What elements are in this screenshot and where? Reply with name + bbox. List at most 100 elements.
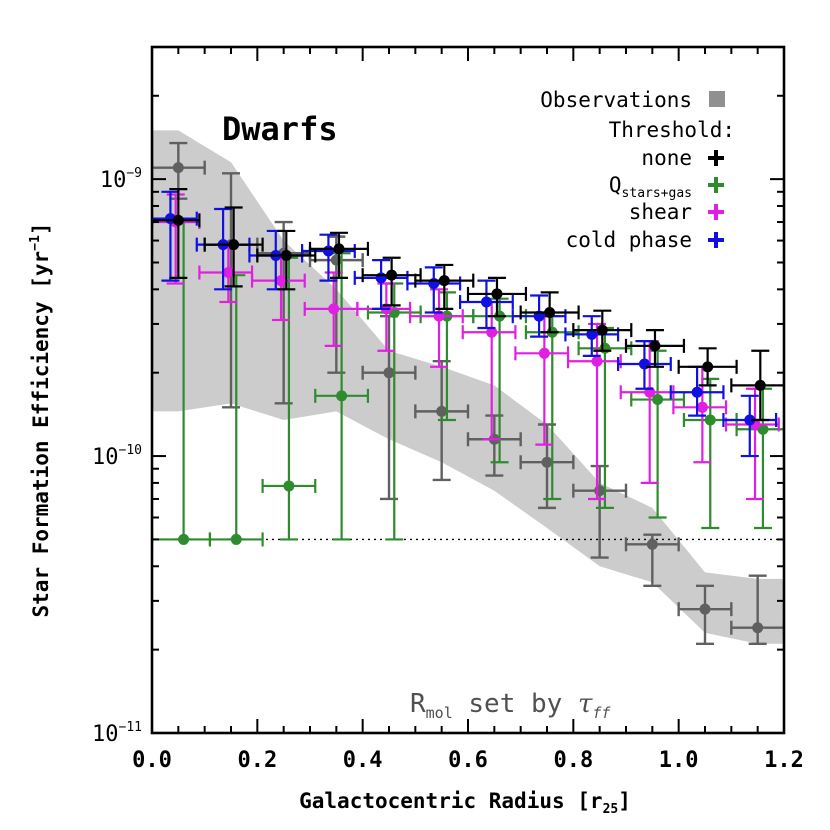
x-tick-label: 1.2 [764,748,804,773]
legend-cold-label: cold phase [566,228,692,252]
data-point-cold [616,340,672,390]
marker-none [702,361,714,373]
series-none [152,188,784,422]
annotation-part: set by [453,689,578,719]
y-tick-exponent: −10 [119,443,142,458]
annotation-part: τ [578,689,593,719]
data-point-none [256,229,317,291]
marker-cold [586,328,598,340]
observation-marker [752,622,764,634]
y-axis-label: Star Formation Efficiency [yr−1] [28,223,53,618]
marker-q [599,342,611,354]
marker-none [333,243,345,255]
x-tick-label: 0.2 [237,748,277,773]
observations-band-layer [152,130,784,644]
legend-shear-marker [708,204,724,220]
x-axis-label-main: Galactocentric Radius [r [299,789,602,813]
y-tick-label: 10−9 [100,166,142,193]
x-tick-label: 1.0 [659,748,699,773]
marker-none [754,379,766,391]
y-tick-exponent: −11 [119,720,142,735]
data-point-none [414,263,475,310]
legend: Observations Threshold: none Qstars+gas … [540,88,735,252]
data-point-none [203,206,264,288]
legend-none-label: none [641,146,692,170]
chart-title: Dwarfs [222,110,338,148]
x-axis-label: Galactocentric Radius [r25] [299,789,631,817]
marker-none [228,239,240,251]
x-tick-label: 0.6 [448,748,488,773]
data-point-cold [459,279,514,330]
x-tick-label: 0.4 [343,748,383,773]
observation-marker [436,405,448,417]
legend-q-main: Q [609,173,622,197]
data-point-none [572,309,633,352]
observation-marker [594,485,606,497]
chart-annotation: Rmol set by τff [410,689,611,722]
legend-q-label: Qstars+gas [609,173,692,201]
annotation-part: ff [592,704,611,722]
observation-point [624,533,680,588]
observation-point [677,584,733,645]
data-point-none [466,276,528,318]
x-tick-label: 0.8 [553,748,593,773]
marker-q [757,423,769,435]
observation-marker [646,538,658,550]
x-axis-label-end: ] [618,789,631,813]
x-tick-label: 0.0 [132,748,172,773]
marker-cold [480,296,492,308]
annotation-part: R [410,689,426,719]
marker-q [178,533,190,545]
marker-cold [322,245,334,257]
legend-none-marker [708,150,724,166]
marker-none [596,324,608,336]
data-point-none [308,231,370,279]
marker-shear [222,267,234,279]
marker-none [280,249,292,261]
data-point-none [519,291,580,334]
observation-marker [699,603,711,615]
marker-q [652,394,664,406]
marker-shear [538,347,550,359]
legend-threshold-label: Threshold: [609,118,735,142]
marker-none [172,214,184,226]
marker-shear [696,401,708,413]
data-point-none [677,347,738,387]
marker-none [544,306,556,318]
observations-band [152,130,784,644]
marker-none [386,269,398,281]
y-axis-label-sup: −1 [28,235,43,251]
marker-q [704,414,716,426]
y-axis-label-main: Star Formation Efficiency [yr [29,251,53,618]
data-point-shear [303,271,359,347]
observation-marker [541,456,553,468]
marker-cold [744,414,756,426]
x-axis-label-sub: 25 [603,802,619,817]
legend-q-marker [708,177,724,193]
observation-point [361,314,417,501]
observation-marker [383,367,395,379]
marker-q [336,390,348,402]
marker-shear [591,355,603,367]
marker-cold [691,386,703,398]
legend-shear-label: shear [629,200,692,224]
y-tick-label: 10−11 [92,720,142,747]
marker-shear [486,326,498,338]
data-point-shear [408,288,464,368]
legend-observations-label: Observations [540,88,692,112]
y-tick-label: 10−10 [92,443,142,470]
legend-observations-swatch [709,91,725,107]
y-tick-exponent: −9 [126,166,142,181]
legend-q-sub: stars+gas [622,186,692,201]
marker-none [438,275,450,287]
y-tick-mantissa: 10 [92,722,119,747]
legend-cold-marker [708,232,724,248]
annotation-part: mol [426,704,453,722]
marker-q [230,533,242,545]
marker-shear [328,303,340,315]
data-point-q [630,349,686,519]
data-point-none [624,329,686,368]
marker-q [283,480,295,492]
observation-point [730,574,784,645]
